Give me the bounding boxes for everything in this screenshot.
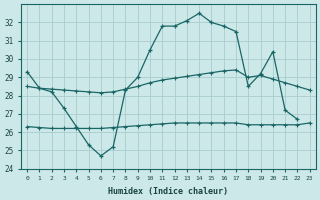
X-axis label: Humidex (Indice chaleur): Humidex (Indice chaleur) <box>108 187 228 196</box>
